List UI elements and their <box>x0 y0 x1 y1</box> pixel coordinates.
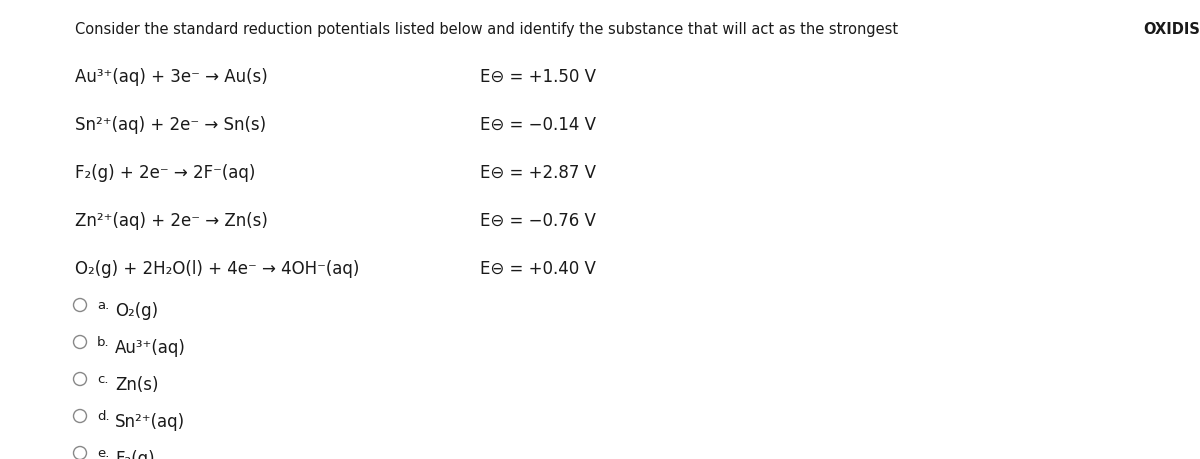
Text: OXIDISING: OXIDISING <box>1144 22 1200 37</box>
Text: Au³⁺(aq) + 3e⁻ → Au(s): Au³⁺(aq) + 3e⁻ → Au(s) <box>74 68 268 86</box>
Text: E⊖ = +1.50 V: E⊖ = +1.50 V <box>480 68 596 86</box>
Text: e.: e. <box>97 447 109 459</box>
Text: b.: b. <box>97 336 109 349</box>
Text: O₂(g): O₂(g) <box>115 302 158 320</box>
Text: O₂(g) + 2H₂O(l) + 4e⁻ → 4OH⁻(aq): O₂(g) + 2H₂O(l) + 4e⁻ → 4OH⁻(aq) <box>74 260 359 278</box>
Text: Consider the standard reduction potentials listed below and identify the substan: Consider the standard reduction potentia… <box>74 22 902 37</box>
Text: F₂(g) + 2e⁻ → 2F⁻(aq): F₂(g) + 2e⁻ → 2F⁻(aq) <box>74 164 256 182</box>
Text: Sn²⁺(aq): Sn²⁺(aq) <box>115 413 185 431</box>
Text: E⊖ = +0.40 V: E⊖ = +0.40 V <box>480 260 596 278</box>
Text: Zn²⁺(aq) + 2e⁻ → Zn(s): Zn²⁺(aq) + 2e⁻ → Zn(s) <box>74 212 268 230</box>
Text: d.: d. <box>97 410 109 423</box>
Text: Sn²⁺(aq) + 2e⁻ → Sn(s): Sn²⁺(aq) + 2e⁻ → Sn(s) <box>74 116 266 134</box>
Text: E⊖ = −0.76 V: E⊖ = −0.76 V <box>480 212 596 230</box>
Text: Au³⁺(aq): Au³⁺(aq) <box>115 339 186 357</box>
Text: Zn(s): Zn(s) <box>115 376 158 394</box>
Text: c.: c. <box>97 373 108 386</box>
Text: E⊖ = −0.14 V: E⊖ = −0.14 V <box>480 116 596 134</box>
Text: E⊖ = +2.87 V: E⊖ = +2.87 V <box>480 164 596 182</box>
Text: a.: a. <box>97 299 109 312</box>
Text: F₂(g): F₂(g) <box>115 450 155 459</box>
